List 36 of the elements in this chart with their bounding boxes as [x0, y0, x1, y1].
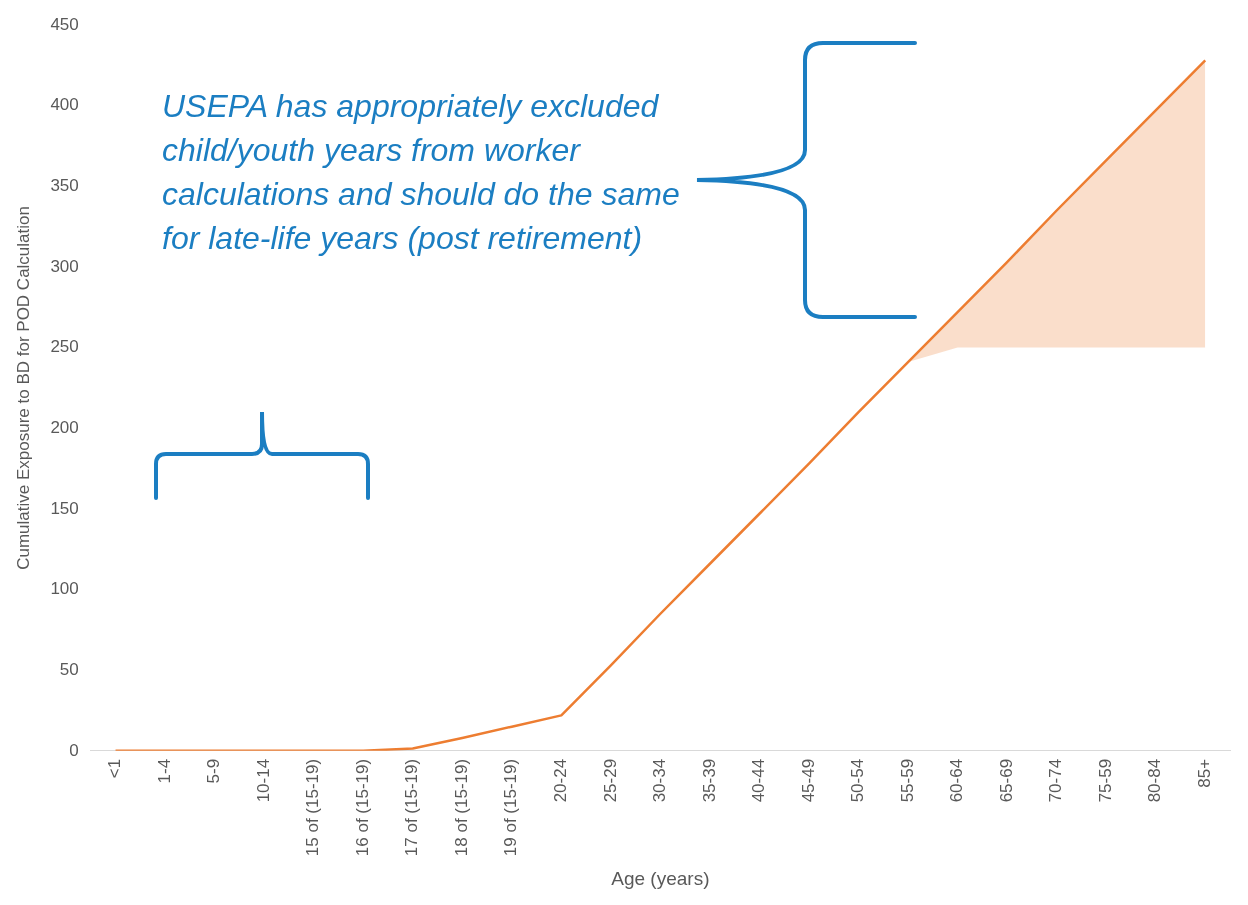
x-tick-label: 19 of (15-19)	[501, 758, 521, 857]
y-tick-label: 200	[50, 417, 79, 437]
y-tick-label: 150	[50, 498, 79, 518]
y-tick-label: 400	[50, 95, 79, 115]
x-tick-label: 1-4	[154, 758, 174, 784]
y-tick-label: 0	[69, 740, 79, 760]
y-tick-label: 350	[50, 175, 79, 195]
x-tick-label: 60-64	[947, 758, 967, 803]
x-axis-title: Age (years)	[611, 867, 710, 889]
x-tick-label: 30-34	[650, 758, 670, 803]
x-tick-label: 18 of (15-19)	[451, 758, 471, 857]
x-tick-label: 25-29	[600, 758, 620, 803]
y-tick-label: 50	[59, 659, 79, 679]
x-tick-label: 55-59	[897, 758, 917, 803]
x-tick-label: <1	[105, 758, 125, 779]
y-axis-title: Cumulative Exposure to BD for POD Calculation	[13, 206, 33, 570]
x-tick-label: 50-54	[848, 758, 868, 803]
y-tick-label: 250	[50, 337, 79, 357]
x-tick-label: 65-69	[996, 758, 1016, 803]
x-tick-label: 70-74	[1046, 758, 1066, 803]
y-tick-label: 100	[50, 579, 79, 599]
annotation: USEPA has appropriately excluded child/youth years from worker calculations and should do the same for late-life years (post retirement)	[162, 87, 681, 258]
y-tick-label: 300	[50, 256, 79, 276]
x-tick-label: 35-39	[699, 758, 719, 803]
x-tick-label: 10-14	[253, 758, 273, 803]
x-tick-label: 16 of (15-19)	[352, 758, 372, 857]
x-tick-label: 85+	[1194, 758, 1214, 788]
y-tick-label: 450	[50, 14, 79, 34]
x-tick-label: 17 of (15-19)	[402, 758, 422, 857]
x-tick-label: 40-44	[749, 758, 769, 803]
x-tick-label: 80-84	[1145, 758, 1165, 803]
x-tick-label: 15 of (15-19)	[303, 758, 323, 857]
x-tick-label: 75-59	[1095, 758, 1115, 803]
x-tick-label: 20-24	[551, 758, 571, 803]
x-tick-label: 5-9	[204, 758, 224, 784]
x-tick-label: 45-49	[798, 758, 818, 803]
